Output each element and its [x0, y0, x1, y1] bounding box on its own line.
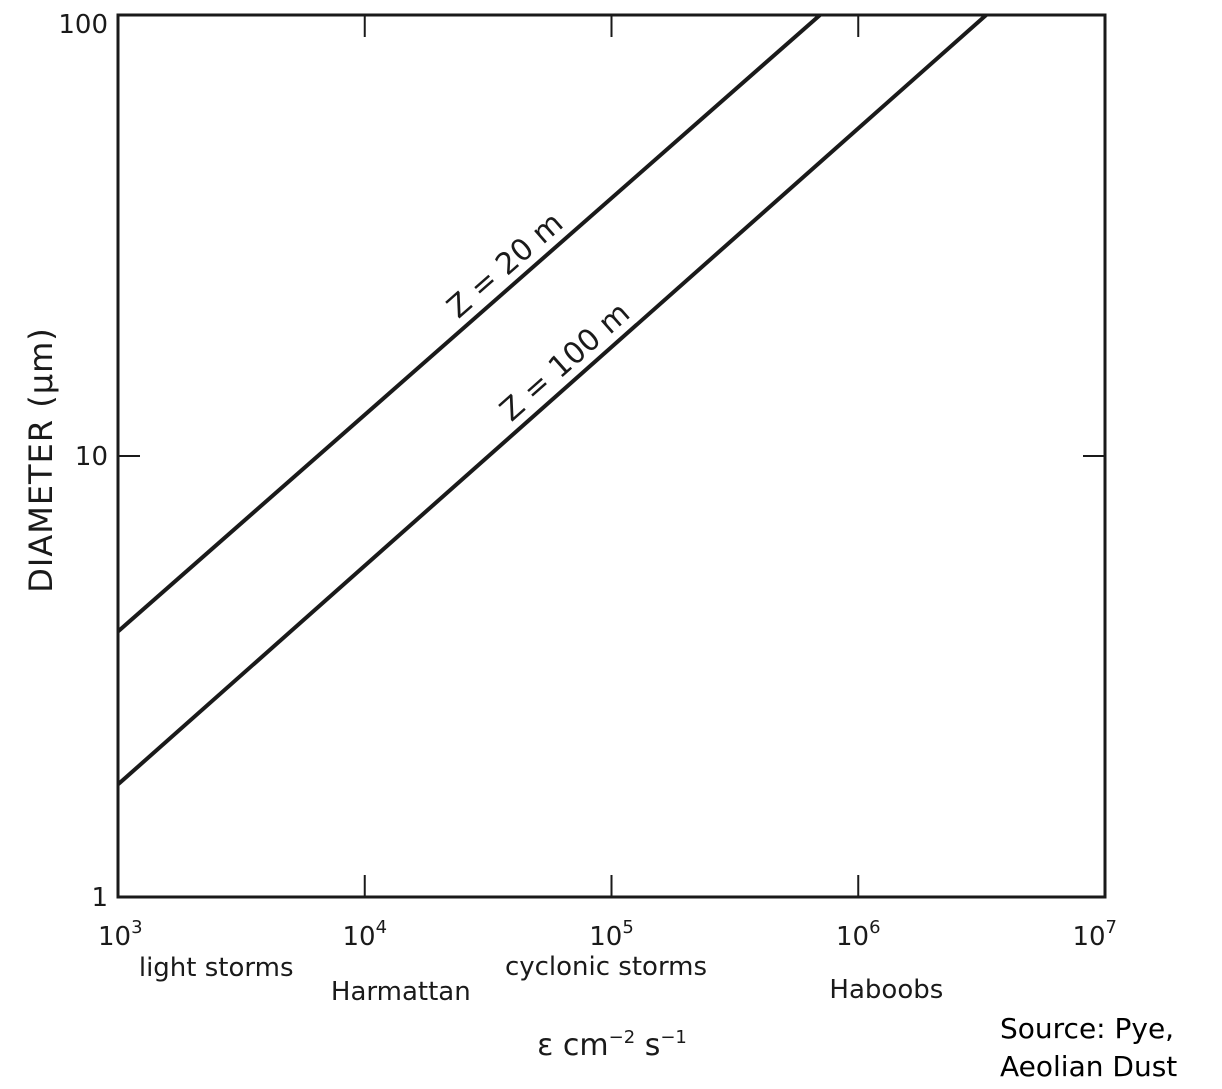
x-annotation: light storms — [139, 953, 294, 983]
tick-marks — [117, 14, 1106, 898]
x-tick-label: 107 — [1072, 917, 1117, 952]
y-axis-label: DIAMETER (μm) — [22, 327, 60, 592]
x-tick-label: 105 — [589, 917, 634, 952]
y-tick-label: 100 — [58, 10, 108, 40]
series-label: Z = 20 m — [441, 206, 571, 326]
series-label: Z = 100 m — [493, 296, 637, 429]
x-annotation: cyclonic storms — [505, 952, 707, 982]
y-tick-labels: 1 10 100 — [58, 10, 108, 913]
series-line — [116, 13, 822, 633]
annotations: light storms Harmattan cyclonic storms Habo… — [139, 952, 943, 1007]
x-tick-label: 106 — [836, 917, 881, 952]
y-tick-label: 10 — [75, 442, 108, 472]
y-tick-label: 1 — [91, 883, 108, 913]
series-line — [116, 13, 988, 786]
source-line-2: Aeolian Dust — [1000, 1050, 1178, 1083]
series-lines: Z = 20 mZ = 100 m — [116, 13, 988, 786]
x-tick-label: 104 — [342, 917, 387, 952]
source-line-1: Source: Pye, — [1000, 1012, 1175, 1045]
x-axis-label: ε cm−2 s−1 — [537, 1027, 687, 1063]
plot-frame — [116, 13, 1107, 899]
x-annotation: Harmattan — [331, 977, 471, 1007]
x-annotation: Haboobs — [829, 975, 943, 1005]
x-tick-labels: 103 104 105 106 107 — [98, 917, 1117, 952]
source-credit: Source: Pye, Aeolian Dust — [1000, 1010, 1220, 1086]
x-tick-label: 103 — [98, 917, 143, 952]
